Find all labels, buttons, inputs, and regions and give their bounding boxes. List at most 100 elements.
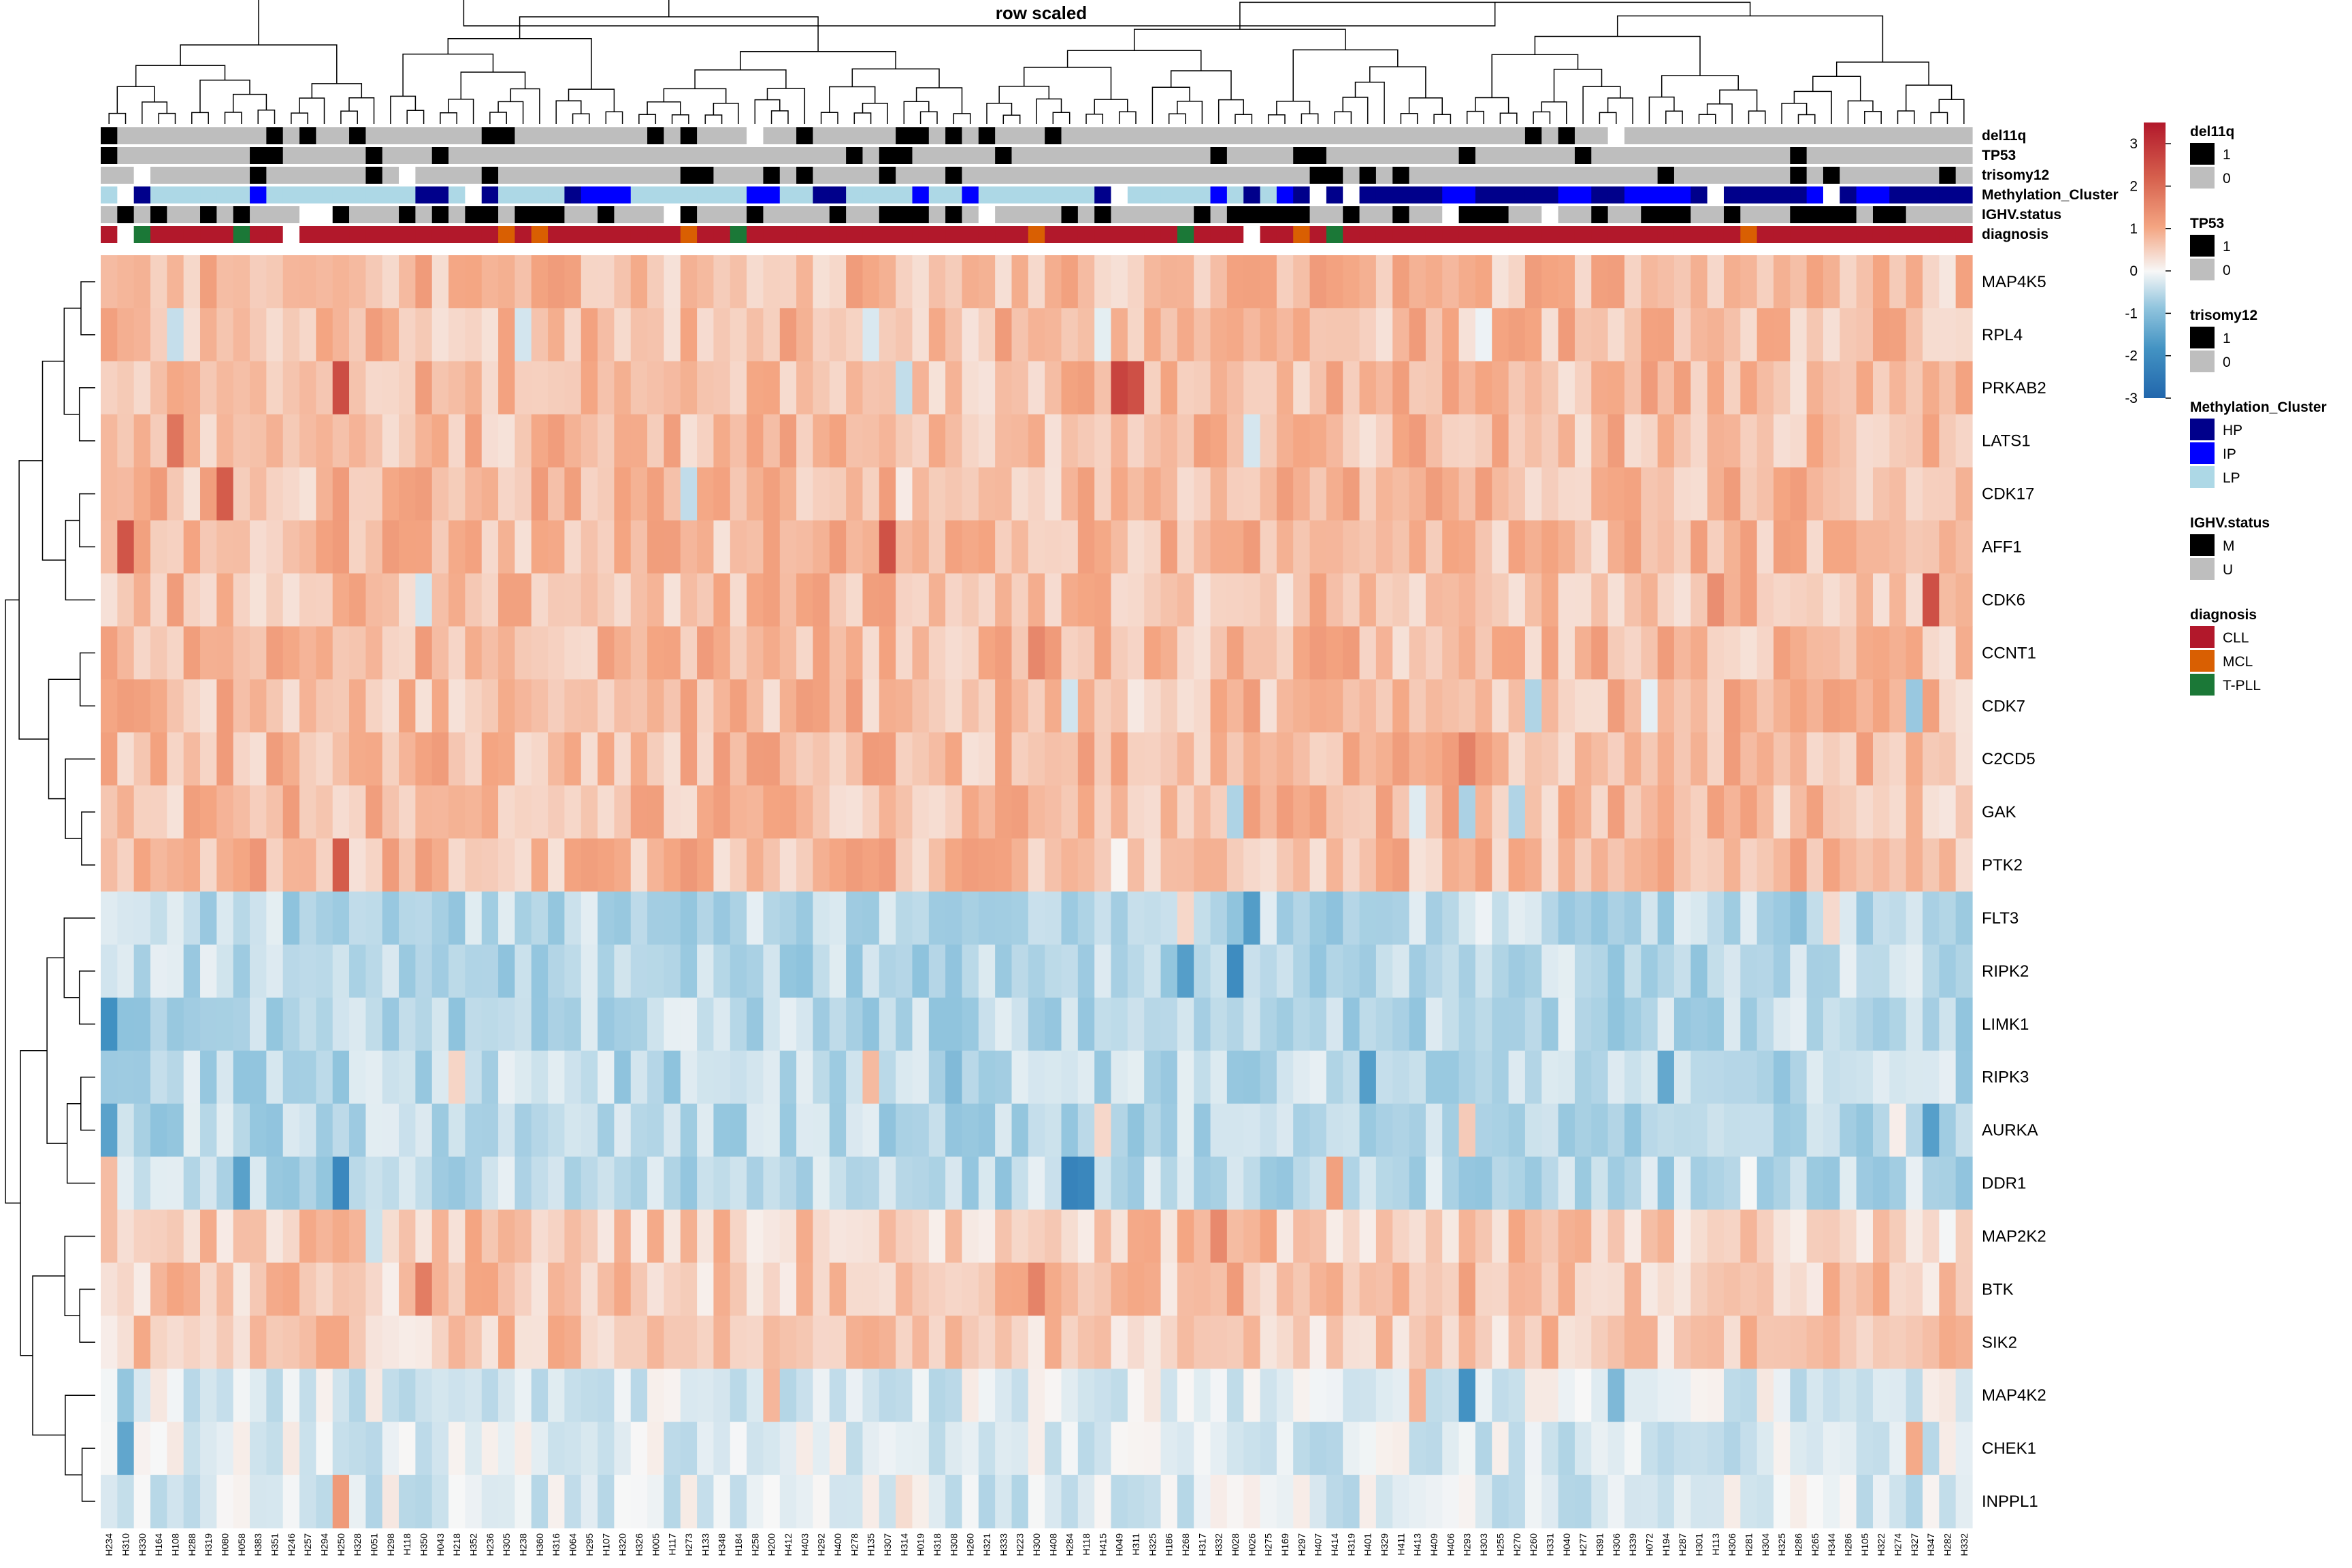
heatmap-cell bbox=[167, 573, 184, 627]
annotation-cell bbox=[1011, 226, 1029, 243]
annotation-cell bbox=[365, 147, 383, 164]
heatmap-cell bbox=[1624, 1475, 1642, 1529]
heatmap-cell bbox=[481, 944, 499, 998]
heatmap-cell bbox=[1094, 785, 1112, 839]
annotation-cell bbox=[1293, 147, 1311, 164]
heatmap-cell bbox=[299, 308, 316, 362]
heatmap-cell bbox=[829, 626, 847, 680]
heatmap-cell bbox=[846, 892, 864, 945]
heatmap-cell bbox=[1889, 1369, 1907, 1422]
heatmap-cell bbox=[117, 732, 135, 786]
heatmap-cell bbox=[995, 414, 1013, 468]
heatmap-cell bbox=[1740, 1475, 1758, 1529]
heatmap-cell bbox=[581, 892, 598, 945]
heatmap-cell bbox=[1508, 1209, 1526, 1264]
annotation-cell bbox=[896, 206, 913, 223]
heatmap-cell bbox=[614, 1369, 632, 1422]
annotation-cell bbox=[1840, 206, 1857, 223]
heatmap-cell bbox=[1425, 308, 1443, 362]
annotation-cell bbox=[647, 147, 665, 164]
heatmap-cell bbox=[332, 1156, 350, 1211]
dendrogram-branch bbox=[1433, 114, 1452, 124]
heatmap-cell bbox=[150, 1156, 167, 1211]
heatmap-cell bbox=[465, 732, 483, 786]
heatmap-cell bbox=[1541, 732, 1559, 786]
heatmap-cell bbox=[1127, 892, 1145, 945]
heatmap-cell bbox=[1558, 1050, 1575, 1105]
heatmap-cell bbox=[1144, 732, 1162, 786]
heatmap-cell bbox=[1409, 732, 1426, 786]
heatmap-cell bbox=[896, 573, 913, 627]
annotation-cell bbox=[498, 206, 516, 223]
annotation-cell bbox=[200, 186, 217, 203]
annotation-cell bbox=[713, 147, 731, 164]
heatmap-cell bbox=[299, 997, 316, 1051]
heatmap-cell bbox=[498, 626, 516, 680]
heatmap-cell bbox=[1856, 255, 1874, 309]
heatmap-cell bbox=[1492, 255, 1509, 309]
heatmap-cell bbox=[448, 626, 466, 680]
heatmap-cell bbox=[167, 361, 184, 415]
annotation-cell bbox=[813, 186, 830, 203]
annotation-cell bbox=[1226, 186, 1244, 203]
heatmap-cell bbox=[1442, 944, 1460, 998]
heatmap-cell bbox=[1607, 1209, 1625, 1264]
heatmap-cell bbox=[1939, 573, 1957, 627]
column-label: H194 bbox=[1661, 1533, 1671, 1556]
heatmap-cell bbox=[216, 1103, 234, 1158]
heatmap-cell bbox=[647, 1262, 665, 1316]
heatmap-cell bbox=[1657, 785, 1675, 839]
heatmap-cell bbox=[250, 785, 267, 839]
heatmap-cell bbox=[101, 1262, 118, 1316]
heatmap-cell bbox=[1607, 308, 1625, 362]
column-label: H314 bbox=[898, 1533, 909, 1556]
heatmap-cell bbox=[962, 308, 979, 362]
heatmap-cell bbox=[564, 838, 582, 892]
heatmap-cell bbox=[1425, 1209, 1443, 1264]
heatmap-cell bbox=[779, 361, 797, 415]
heatmap-cell bbox=[796, 785, 814, 839]
heatmap-cell bbox=[266, 944, 284, 998]
heatmap-cell bbox=[647, 520, 665, 574]
heatmap-cell bbox=[1624, 308, 1642, 362]
heatmap-cell bbox=[1028, 1369, 1045, 1422]
annotation-cell bbox=[1591, 147, 1609, 164]
annotation-cell bbox=[1492, 127, 1509, 144]
heatmap-cell bbox=[1607, 1475, 1625, 1529]
heatmap-cell bbox=[1326, 892, 1343, 945]
heatmap-cell bbox=[1144, 1156, 1162, 1211]
annotation-cell bbox=[879, 226, 896, 243]
heatmap-cell bbox=[250, 1156, 267, 1211]
heatmap-cell bbox=[382, 892, 399, 945]
heatmap-cell bbox=[1061, 732, 1079, 786]
heatmap-cell bbox=[1673, 732, 1691, 786]
annotation-cell bbox=[614, 127, 632, 144]
heatmap-cell bbox=[1210, 1209, 1228, 1264]
heatmap-cell bbox=[647, 892, 665, 945]
heatmap-cell bbox=[349, 308, 366, 362]
heatmap-cell bbox=[1111, 361, 1128, 415]
annotation-cell bbox=[399, 186, 416, 203]
annotation-cell bbox=[250, 167, 267, 184]
heatmap-cell bbox=[1524, 361, 1542, 415]
heatmap-cell bbox=[548, 467, 566, 521]
heatmap-cell bbox=[233, 573, 250, 627]
annotation-cell bbox=[1293, 127, 1311, 144]
heatmap-cell bbox=[896, 520, 913, 574]
heatmap-cell bbox=[365, 1316, 383, 1369]
heatmap-cell bbox=[399, 414, 416, 468]
heatmap-cell bbox=[117, 1369, 135, 1422]
heatmap-cell bbox=[1094, 1369, 1112, 1422]
heatmap-cell bbox=[1657, 997, 1675, 1051]
heatmap-cell bbox=[978, 732, 996, 786]
heatmap-cell bbox=[133, 1262, 151, 1316]
heatmap-cell bbox=[1773, 1156, 1791, 1211]
heatmap-cell bbox=[1673, 520, 1691, 574]
heatmap-cell bbox=[730, 1369, 747, 1422]
heatmap-cell bbox=[796, 626, 814, 680]
dendrogram-branch bbox=[740, 50, 896, 70]
dendrogram-branch bbox=[1533, 111, 1551, 124]
column-label: H317 bbox=[1196, 1533, 1207, 1556]
color-scale-bar bbox=[2144, 122, 2166, 398]
annotation-cell bbox=[1260, 206, 1277, 223]
